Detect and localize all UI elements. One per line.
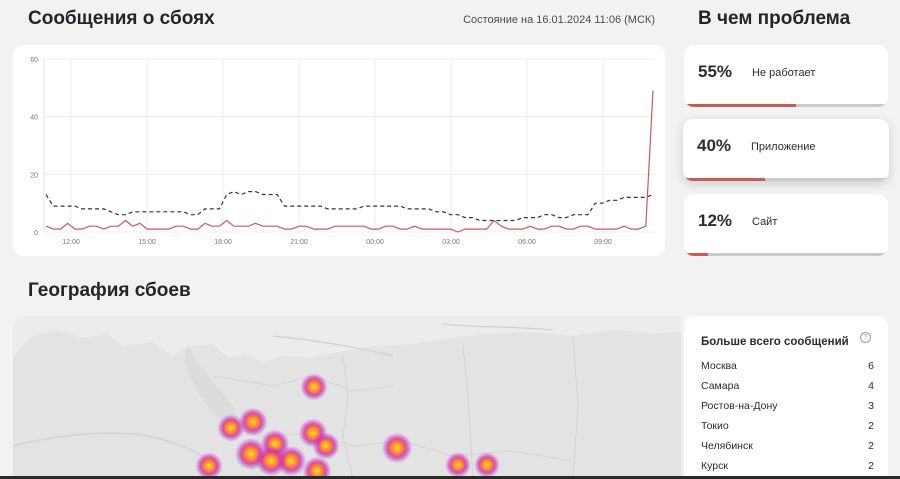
x-tick-label: 12:00 bbox=[62, 239, 80, 246]
heatmap-hotspot[interactable] bbox=[381, 432, 413, 464]
coastline bbox=[13, 323, 554, 457]
series-line-baseline bbox=[45, 191, 654, 222]
problem-label: Не работает bbox=[752, 67, 816, 79]
city-row[interactable]: Курск 2 bbox=[701, 460, 874, 476]
heatmap-hotspot[interactable] bbox=[217, 414, 245, 442]
problem-bar-track bbox=[684, 253, 888, 256]
problem-percent: 55% bbox=[698, 62, 733, 81]
problem-bar-track bbox=[684, 104, 888, 107]
heatmap-hotspot[interactable] bbox=[302, 456, 332, 479]
y-tick-label: 60 bbox=[30, 57, 38, 64]
top-cities-title: Больше всего сообщений bbox=[701, 336, 849, 348]
city-name: Ростов-на-Дону bbox=[701, 400, 778, 412]
heatmap-hotspot[interactable] bbox=[195, 452, 223, 479]
city-count: 2 bbox=[868, 440, 874, 452]
problem-bar-fill bbox=[684, 104, 797, 107]
heatmap-hotspot[interactable] bbox=[238, 407, 268, 437]
series-line-reports bbox=[45, 90, 654, 233]
city-name: Токио bbox=[701, 420, 729, 432]
outage-heatmap[interactable] bbox=[13, 316, 681, 479]
problem-bar-fill bbox=[683, 178, 766, 181]
x-tick-label: 18:00 bbox=[214, 239, 232, 246]
heatmap-hotspot[interactable] bbox=[255, 445, 287, 477]
question-circle-icon[interactable]: ? bbox=[860, 332, 871, 343]
x-tick-label: 21:00 bbox=[290, 239, 308, 246]
city-row[interactable]: Москва 6 bbox=[701, 360, 874, 376]
city-count: 2 bbox=[868, 420, 874, 432]
city-count: 3 bbox=[868, 400, 874, 412]
y-tick-label: 20 bbox=[30, 172, 38, 179]
heatmap-hotspot[interactable] bbox=[300, 373, 328, 401]
problem-label: Приложение bbox=[751, 141, 816, 153]
reports-chart: 0 20 40 60 12:00 15:00 18:00 21:00 00:00 03:00 06:… bbox=[13, 45, 665, 256]
reports-chart-svg: 0 20 40 60 12:00 15:00 18:00 21:00 00:00 03:00 06:… bbox=[30, 57, 655, 246]
city-row[interactable]: Токио 2 bbox=[701, 420, 874, 436]
landmass-scandinavia bbox=[185, 346, 236, 422]
heatmap-hotspot[interactable] bbox=[474, 452, 500, 478]
x-tick-label: 00:00 bbox=[366, 239, 384, 246]
problem-bar-fill bbox=[684, 253, 709, 256]
city-name: Курск bbox=[701, 460, 728, 472]
problem-percent: 40% bbox=[697, 136, 732, 155]
city-name: Челябинск bbox=[701, 440, 753, 452]
city-row[interactable]: Самара 4 bbox=[701, 380, 874, 396]
problem-card-site[interactable]: 12% Сайт bbox=[684, 194, 888, 256]
problem-card-app[interactable]: 40% Приложение bbox=[683, 119, 889, 181]
window-bottom-edge bbox=[0, 476, 900, 479]
map-svg bbox=[13, 323, 681, 479]
problems-title: В чем проблема bbox=[698, 8, 851, 29]
city-row[interactable]: Челябинск 2 bbox=[701, 440, 874, 456]
page-title: Сообщения о сбоях bbox=[28, 8, 215, 29]
x-tick-label: 09:00 bbox=[594, 239, 612, 246]
y-tick-label: 0 bbox=[34, 230, 38, 237]
heatmap-hotspot[interactable] bbox=[445, 452, 471, 478]
y-tick-label: 40 bbox=[30, 115, 38, 122]
problem-card-not-working[interactable]: 55% Не работает bbox=[684, 45, 888, 107]
geo-title: География сбоев bbox=[28, 280, 191, 301]
problem-label: Сайт bbox=[752, 216, 778, 228]
status-timestamp: Состояние на 16.01.2024 11:06 (МСК) bbox=[463, 14, 655, 26]
top-cities-panel: Больше всего сообщений ? Москва 6 Самара… bbox=[684, 316, 888, 479]
problem-percent: 12% bbox=[698, 211, 733, 230]
city-count: 2 bbox=[868, 460, 874, 472]
x-tick-label: 03:00 bbox=[442, 239, 460, 246]
city-name: Москва bbox=[701, 360, 737, 372]
problem-bar-track bbox=[683, 178, 889, 181]
city-count: 6 bbox=[868, 360, 874, 372]
city-count: 4 bbox=[868, 380, 874, 392]
city-row[interactable]: Ростов-на-Дону 3 bbox=[701, 400, 874, 416]
x-tick-label: 06:00 bbox=[518, 239, 536, 246]
city-name: Самара bbox=[701, 380, 740, 392]
heatmap-hotspot[interactable] bbox=[312, 432, 340, 460]
x-tick-label: 15:00 bbox=[138, 239, 156, 246]
